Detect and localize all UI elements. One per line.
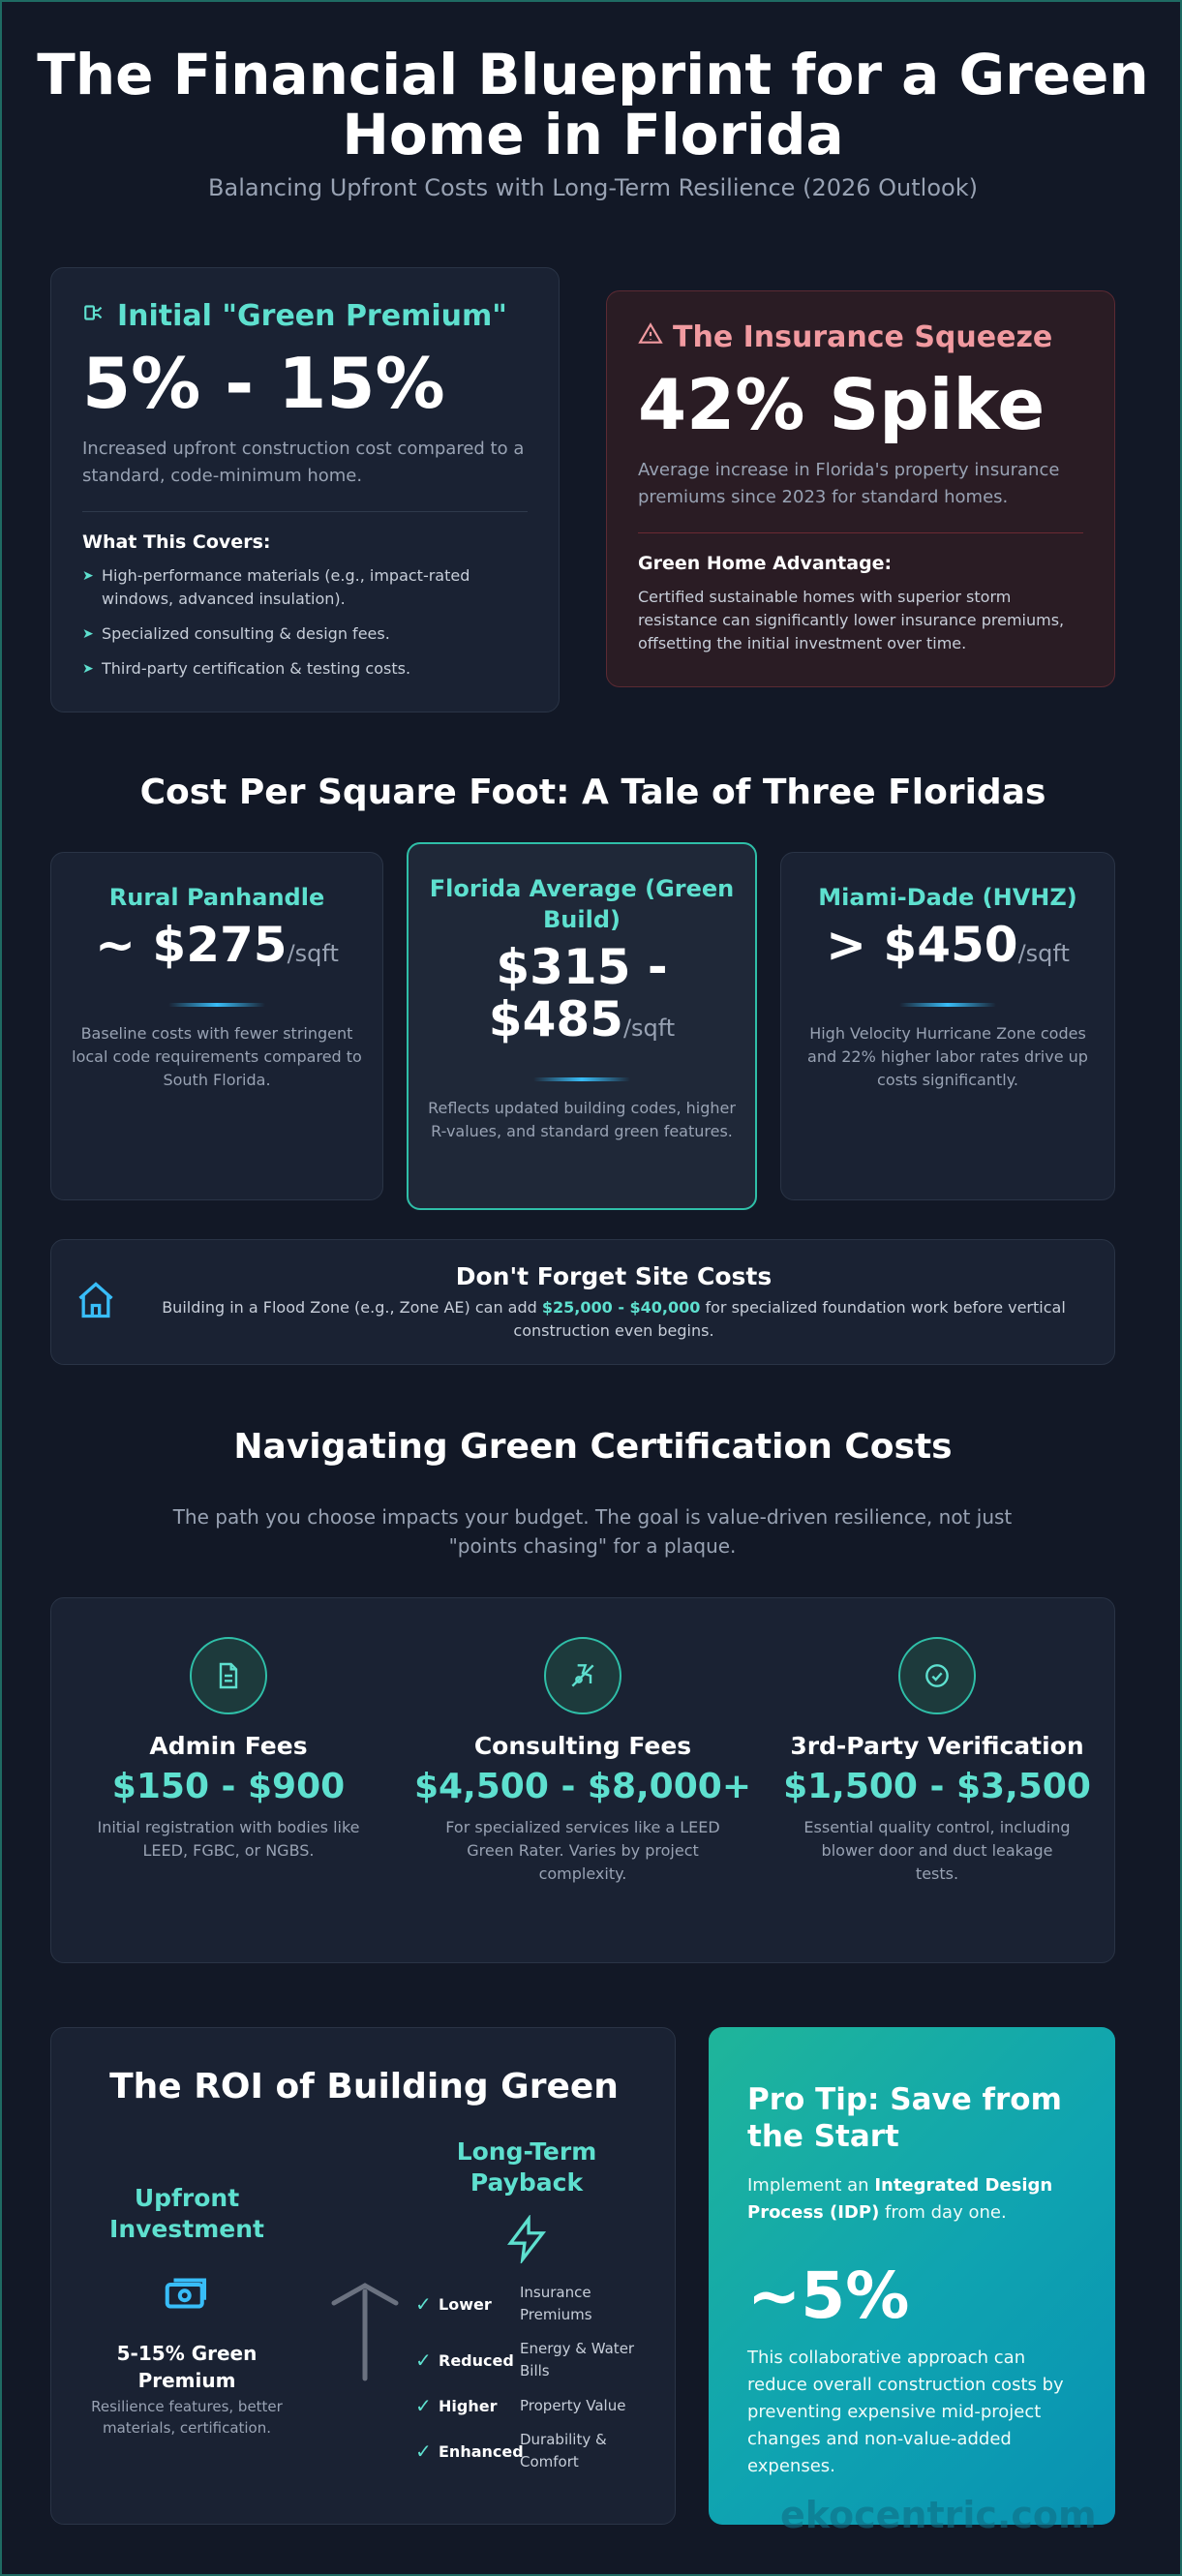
tier-name: Rural Panhandle [108, 884, 325, 911]
tier-card-miami-dade: Miami-Dade (HVHZ) > $450/sqft High Veloc… [780, 852, 1115, 1200]
arrow-icon: ➤ [82, 568, 94, 584]
cert-item-admin-fees: Admin Fees $150 - $900 Initial registrat… [51, 1598, 406, 1962]
page-subtitle: Balancing Upfront Costs with Long-Term R… [208, 174, 978, 201]
insurance-heading: The Insurance Squeeze [673, 320, 1053, 354]
certification-intro: The path you choose impacts your budget.… [172, 1505, 1013, 1558]
site-costs-title: Don't Forget Site Costs [455, 1261, 773, 1290]
tier-price: $315 - $485/sqft [488, 939, 676, 1047]
tier-description: High Velocity Hurricane Zone codes and 2… [807, 1024, 1088, 1089]
cert-name: Admin Fees [149, 1732, 308, 1760]
cert-description: Essential quality control, including blo… [803, 1818, 1071, 1883]
insurance-value: 42% Spike [638, 364, 1046, 445]
covers-title: What This Covers: [82, 531, 271, 553]
check-icon: ✓ [415, 2292, 432, 2316]
home-icon [75, 1279, 117, 1325]
covers-list: ➤ High-performance materials (e.g., impac… [82, 564, 528, 681]
insurance-description: Average increase in Florida's property i… [638, 460, 1060, 507]
check-badge-icon [898, 1637, 976, 1714]
cost-section-title: Cost Per Square Foot: A Tale of Three Fl… [139, 773, 1046, 812]
leaf-icon [82, 299, 107, 333]
pro-tip-text: Implement an Integrated Design Process (… [747, 2175, 1053, 2223]
list-item: ➤ High-performance materials (e.g., impac… [82, 566, 470, 608]
upfront-title: Upfront Investment [109, 2184, 264, 2243]
tier-name: Florida Average (Green Build) [429, 875, 735, 933]
insurance-card: The Insurance Squeeze 42% Spike Average … [606, 290, 1115, 687]
tier-name: Miami-Dade (HVHZ) [818, 884, 1077, 911]
list-item: ✓ Lower Insurance Premiums [415, 2284, 592, 2323]
tier-price: ~ $275/sqft [95, 917, 339, 973]
check-icon: ✓ [415, 2394, 432, 2417]
check-icon: ✓ [415, 2349, 432, 2372]
money-icon [158, 2264, 216, 2322]
cert-item-consulting-fees: Consulting Fees $4,500 - $8,000+ For spe… [406, 1598, 760, 1962]
green-premium-value: 5% - 15% [82, 343, 445, 424]
cert-description: Initial registration with bodies like LE… [97, 1818, 360, 1860]
cert-name: 3rd-Party Verification [790, 1732, 1084, 1760]
tier-card-rural-panhandle: Rural Panhandle ~ $275/sqft Baseline cos… [50, 852, 383, 1200]
list-item: ✓ Enhanced Durability & Comfort [415, 2431, 607, 2470]
site-costs-card: Don't Forget Site Costs Building in a Fl… [50, 1239, 1115, 1365]
tier-description: Reflects updated building codes, higher … [428, 1099, 736, 1140]
arrow-icon: ➤ [82, 626, 94, 642]
cert-item-verification: 3rd-Party Verification $1,500 - $3,500 E… [760, 1598, 1114, 1962]
roi-card: The ROI of Building Green Upfront Invest… [50, 2027, 676, 2525]
long-term-payback: Long-Term Payback ✓ Lower Insurance Premiu… [415, 2137, 667, 2485]
pro-tip-description: This collaborative approach can reduce o… [747, 2348, 1064, 2476]
upfront-value: 5-15% Green Premium [116, 2342, 258, 2392]
certification-card: Admin Fees $150 - $900 Initial registrat… [50, 1597, 1115, 1963]
warning-icon [638, 320, 663, 354]
cert-description: For specialized services like a LEED Gre… [445, 1818, 720, 1883]
tier-price: > $450/sqft [826, 917, 1070, 973]
divider [82, 511, 528, 512]
pro-tip-value: ~5% [747, 2258, 910, 2333]
payback-title: Long-Term Payback [456, 2137, 597, 2197]
tier-description: Baseline costs with fewer stringent loca… [72, 1024, 362, 1089]
green-premium-description: Increased upfront construction cost comp… [82, 439, 525, 486]
certification-title: Navigating Green Certification Costs [233, 1427, 953, 1467]
list-item: ✓ Higher Property Value [415, 2394, 626, 2417]
list-item: ➤ Specialized consulting & design fees. [82, 622, 528, 646]
scale-icon [326, 2272, 404, 2408]
upfront-description: Resilience features, better materials, c… [91, 2398, 283, 2437]
list-item: ✓ Reduced Energy & Water Bills [415, 2340, 635, 2379]
lightning-icon [498, 2210, 556, 2268]
advantage-text: Certified sustainable homes with superio… [638, 588, 1065, 652]
site-costs-text: Building in a Flood Zone (e.g., Zone AE)… [162, 1297, 1066, 1340]
cert-price: $150 - $900 [111, 1767, 346, 1806]
page-title: The Financial Blueprint for a Green Home… [37, 42, 1149, 167]
arrow-icon: ➤ [82, 661, 94, 677]
cert-price: $1,500 - $3,500 [783, 1767, 1091, 1806]
cert-name: Consulting Fees [473, 1732, 692, 1760]
drafting-icon [544, 1637, 621, 1714]
accent-line [168, 1003, 265, 1007]
pro-tip-title: Pro Tip: Save from the Start [747, 2082, 1062, 2154]
upfront-investment: Upfront Investment 5-15% Green Premium R… [80, 2183, 293, 2439]
list-item: ➤ Third-party certification & testing cos… [82, 657, 528, 681]
accent-line [899, 1003, 996, 1007]
cert-price: $4,500 - $8,000+ [413, 1767, 751, 1806]
document-icon [190, 1637, 267, 1714]
advantage-title: Green Home Advantage: [638, 553, 893, 574]
pro-tip-card: Pro Tip: Save from the Start Implement a… [709, 2027, 1115, 2525]
watermark: ekocentric.com [780, 2494, 1097, 2536]
divider [638, 532, 1083, 533]
green-premium-heading: Initial "Green Premium" [117, 299, 507, 333]
green-premium-card: Initial "Green Premium" 5% - 15% Increas… [50, 267, 560, 712]
roi-title: The ROI of Building Green [109, 2067, 619, 2106]
payback-list: ✓ Lower Insurance Premiums ✓ Reduced Energy … [415, 2282, 667, 2473]
check-icon: ✓ [415, 2440, 432, 2463]
accent-line [533, 1077, 630, 1081]
tier-card-florida-average: Florida Average (Green Build) $315 - $48… [407, 842, 757, 1210]
